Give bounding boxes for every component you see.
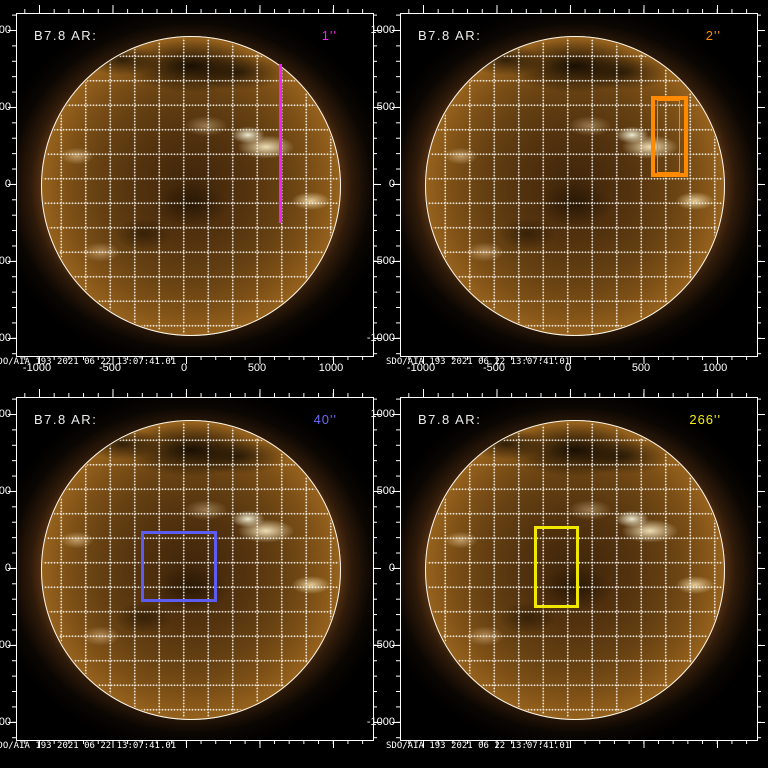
y-tick-label: 500: [0, 485, 11, 497]
x-tick-label: -1000: [22, 362, 52, 374]
solar-image-plot: B7.8 AR: 40'': [16, 397, 374, 741]
x-axis-ticks-top: [16, 5, 372, 13]
panel-2arcsec: 1000 500 0 -500 -1000 B7.8 AR: 2'' -1000…: [367, 0, 768, 384]
roi-rectangle: [534, 526, 579, 608]
panel-title: B7.8 AR:: [34, 28, 98, 43]
x-axis-ticks-bottom: [400, 356, 756, 364]
y-tick-label: 500: [376, 101, 395, 113]
x-axis-ticks-bottom: [16, 740, 372, 748]
y-axis-ticks-left: [392, 13, 400, 355]
y-tick-label: -1000: [0, 332, 11, 344]
x-tick-label: -500: [482, 362, 506, 374]
y-tick-label: 0: [0, 178, 11, 190]
instrument-timestamp: SDO/AIA 193 2021 06 22 13:07:41.01: [386, 741, 571, 751]
y-tick-label: 500: [0, 101, 11, 113]
y-axis-ticks-left: [392, 397, 400, 739]
x-tick-label: -500: [98, 362, 122, 374]
roi-rectangle: [141, 531, 217, 602]
y-tick-label: 1000: [370, 408, 395, 420]
x-tick-label: 0: [564, 362, 572, 374]
resolution-label: 266'': [689, 412, 721, 427]
instrument-timestamp: SDO/AIA 193 2021 06 22 13:07:41.01: [0, 741, 177, 751]
x-tick-label: 1000: [318, 362, 344, 374]
resolution-label: 2'': [705, 28, 721, 43]
instrument-timestamp: SDO/AIA 193 2021 06 22 13:07:41.01: [386, 357, 571, 367]
y-axis-ticks-right: [757, 397, 765, 739]
x-tick-label: 0: [180, 362, 188, 374]
y-tick-label: 1000: [0, 24, 11, 36]
y-axis-ticks-right: [757, 13, 765, 355]
instrument-timestamp: SDO/AIA 193 2021 06 22 13:07:41.01: [0, 357, 177, 367]
x-tick-label: 500: [631, 362, 651, 374]
y-tick-label: -1000: [0, 716, 11, 728]
panel-40arcsec: 1000 500 0 -500 -1000 B7.8 AR: 40'' SDO/…: [0, 384, 384, 768]
y-axis-ticks-left: [8, 397, 16, 739]
y-tick-label: -500: [372, 639, 395, 651]
solar-image-plot: B7.8 AR: 266'': [400, 397, 758, 741]
x-axis-ticks-top: [400, 389, 756, 397]
y-tick-label: 0: [351, 562, 395, 574]
panel-266arcsec: 1000 500 0 -500 -1000 B7.8 AR: 266'' SDO…: [367, 384, 768, 768]
y-tick-label: 1000: [370, 24, 395, 36]
solar-limb-circle: [425, 36, 725, 336]
x-axis-ticks-top: [16, 389, 372, 397]
roi-rectangle-outer: [651, 96, 688, 177]
x-tick-label: 500: [247, 362, 267, 374]
panel-title: B7.8 AR:: [418, 412, 482, 427]
y-tick-label: -1000: [366, 332, 395, 344]
x-axis-ticks-top: [400, 5, 756, 13]
solar-limb-circle: [425, 420, 725, 720]
panel-title: B7.8 AR:: [34, 412, 98, 427]
panel-title: B7.8 AR:: [418, 28, 482, 43]
panel-1arcsec: 1000 500 0 -500 -1000 B7.8 AR: 1'' -1000…: [0, 0, 384, 384]
y-tick-label: 500: [376, 485, 395, 497]
x-axis-ticks-bottom: [16, 356, 372, 364]
x-tick-label: 1000: [702, 362, 728, 374]
solar-image-plot: B7.8 AR: 2'': [400, 13, 758, 357]
y-tick-label: -500: [0, 639, 11, 651]
y-tick-label: -1000: [366, 716, 395, 728]
y-tick-label: -500: [0, 255, 11, 267]
y-axis-ticks-left: [8, 13, 16, 355]
roi-slit-line: [279, 64, 282, 223]
y-axis-ticks-right: [373, 397, 381, 739]
y-tick-label: -500: [372, 255, 395, 267]
x-axis-ticks-bottom: [400, 740, 756, 748]
solar-limb-circle: [41, 420, 341, 720]
resolution-label: 40'': [313, 412, 337, 427]
x-tick-label: -1000: [406, 362, 436, 374]
solar-limb-circle: [41, 36, 341, 336]
y-tick-label: 0: [0, 562, 11, 574]
roi-rectangle-inner: [657, 100, 680, 173]
y-tick-label: 0: [351, 178, 395, 190]
y-tick-label: 1000: [0, 408, 11, 420]
y-axis-ticks-right: [373, 13, 381, 355]
resolution-label: 1'': [321, 28, 337, 43]
solar-image-plot: B7.8 AR: 1'': [16, 13, 374, 357]
